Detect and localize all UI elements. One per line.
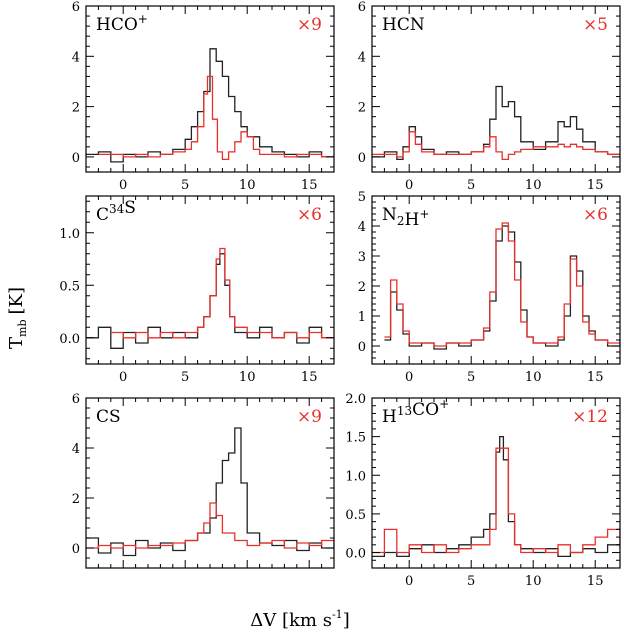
red-spectrum-line [372, 447, 620, 554]
x-axis-title-main: ΔV [km s [250, 610, 332, 631]
y-tick-label: 1.0 [345, 469, 366, 484]
species-label: N2H+ [382, 205, 429, 230]
x-tick-label: 5 [467, 370, 475, 385]
x-tick-label: 0 [405, 574, 413, 589]
x-axis-title-end: ] [343, 610, 350, 631]
x-tick-label: 10 [525, 370, 542, 385]
x-tick-label: 15 [301, 370, 318, 385]
y-axis-title-unit: [K] [6, 287, 27, 315]
x-tick-label: 10 [239, 370, 256, 385]
spectrum-panel: 0 5 10 15 0 2 4 6 HCN ×5 [358, 0, 621, 193]
y-tick-label: 0.5 [59, 279, 80, 294]
x-tick-label: 15 [587, 370, 604, 385]
y-tick-label: 4 [72, 50, 80, 65]
y-tick-label: 1.0 [59, 227, 80, 242]
red-spectrum-line [98, 75, 334, 161]
x-tick-label: 15 [587, 574, 604, 589]
spectrum-panel: 0 5 10 15 0 1 2 3 4 5 N2H+ ×6 [358, 190, 621, 385]
y-tick-label: 6 [72, 0, 80, 15]
red-spectrum-line [86, 502, 334, 549]
x-tick-label: 10 [525, 574, 542, 589]
y-axis-title: Tmb [K] [6, 287, 29, 349]
spectrum-panel: 0 5 10 15 0.0 0.5 1.0 1.5 2.0 H13CO+ ×12 [345, 392, 621, 589]
spectrum-panel: 0 5 10 15 0.0 0.5 1.0 C34S ×6 [59, 195, 335, 385]
x-tick-label: 5 [467, 574, 475, 589]
y-tick-label: 4 [358, 50, 366, 65]
scale-factor-label: ×5 [583, 15, 608, 35]
black-spectrum-line [372, 85, 620, 161]
red-spectrum-line [372, 131, 620, 161]
y-tick-label: 1.5 [345, 431, 366, 446]
x-tick-label: 5 [181, 178, 189, 193]
spectrum-panel: 0 2 4 6 CS ×9 [72, 392, 335, 569]
y-tick-label: 1 [358, 310, 366, 325]
species-label: H13CO+ [382, 397, 449, 427]
y-tick-label: 0.0 [59, 332, 80, 347]
black-spectrum-line [384, 225, 620, 350]
y-axis-title-main: T [6, 337, 27, 349]
y-tick-label: 0 [72, 542, 80, 557]
x-tick-label: 10 [239, 178, 256, 193]
y-tick-label: 6 [358, 0, 366, 15]
scale-factor-label: ×9 [297, 407, 322, 427]
x-tick-label: 5 [467, 178, 475, 193]
y-tick-label: 0.5 [345, 508, 366, 523]
y-tick-label: 0 [72, 151, 80, 166]
species-label: C34S [96, 198, 136, 225]
x-tick-label: 0 [405, 370, 413, 385]
y-tick-label: 3 [358, 250, 366, 265]
svg-text:Tmb[K]: Tmb [K] [6, 287, 29, 349]
x-axis-title-sup: -1 [332, 608, 343, 621]
y-tick-label: 2.0 [345, 392, 366, 407]
x-tick-label: 10 [525, 178, 542, 193]
y-tick-label: 0 [358, 151, 366, 166]
y-tick-label: 2 [358, 280, 366, 295]
y-tick-label: 2 [72, 101, 80, 116]
x-tick-label: 0 [119, 370, 127, 385]
y-tick-label: 2 [72, 492, 80, 507]
y-axis-title-sub: mb [16, 320, 29, 337]
scale-factor-label: ×9 [297, 15, 322, 35]
species-label: HCN [382, 15, 425, 35]
x-tick-label: 0 [119, 178, 127, 193]
spectrum-panel: 0 5 10 15 0 2 4 6 HCO+ ×9 [72, 0, 335, 193]
x-tick-label: 0 [405, 178, 413, 193]
y-tick-label: 2 [358, 101, 366, 116]
x-tick-label: 15 [587, 178, 604, 193]
scale-factor-label: ×12 [572, 407, 608, 427]
species-label: HCO+ [96, 12, 148, 35]
x-tick-label: 5 [181, 370, 189, 385]
species-label: CS [96, 407, 121, 427]
black-spectrum-line [86, 48, 334, 163]
red-spectrum-line [110, 247, 334, 339]
y-tick-label: 0.0 [345, 547, 366, 562]
y-tick-label: 4 [72, 442, 80, 457]
x-tick-label: 15 [301, 178, 318, 193]
y-tick-label: 6 [72, 392, 80, 407]
y-tick-label: 0 [358, 340, 366, 355]
y-tick-label: 5 [358, 190, 366, 205]
black-spectrum-line [86, 427, 334, 557]
scale-factor-label: ×6 [297, 205, 322, 225]
red-spectrum-line [384, 222, 620, 347]
y-tick-label: 4 [358, 220, 366, 235]
scale-factor-label: ×6 [583, 205, 608, 225]
x-axis-title: ΔV [km s-1] [250, 608, 349, 631]
